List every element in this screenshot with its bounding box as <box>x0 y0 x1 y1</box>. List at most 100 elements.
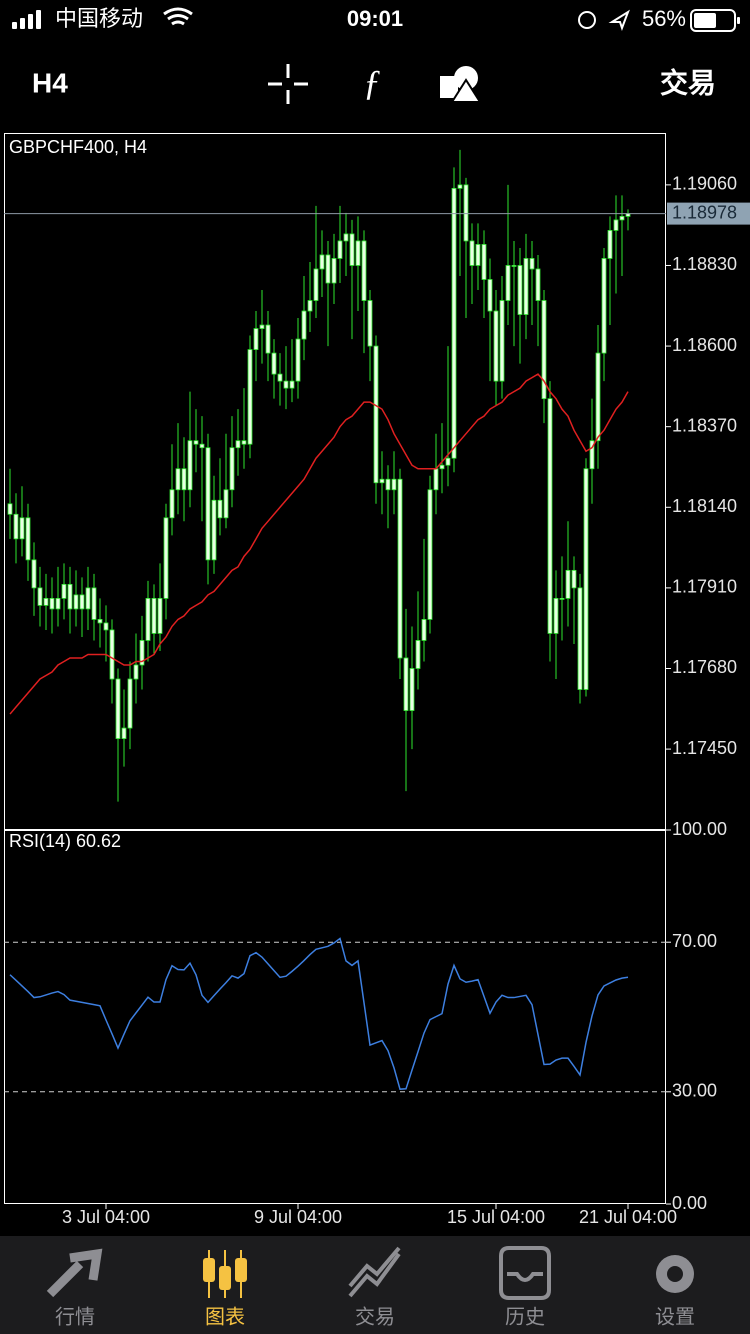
candle-body <box>499 300 505 382</box>
candle-body <box>199 443 205 449</box>
candle-body <box>169 489 175 519</box>
candle-body <box>493 310 499 382</box>
candle-body <box>367 300 373 347</box>
candle-body <box>295 338 301 382</box>
candle-body <box>517 265 523 315</box>
timeframe-button[interactable]: H4 <box>32 67 68 98</box>
indicators-button[interactable]: ƒ <box>363 62 381 102</box>
candle-body <box>127 678 133 729</box>
tab[interactable]: 行情 <box>46 1248 103 1328</box>
candle-body <box>511 265 517 267</box>
candle-body <box>307 300 313 312</box>
candle-body <box>475 244 481 266</box>
tab-icon <box>203 1258 215 1282</box>
candle-body <box>589 440 595 470</box>
candle-body <box>79 594 85 610</box>
chart-title: GBPCHF400, H4 <box>9 137 147 157</box>
wifi-icon <box>163 7 193 26</box>
candle-body <box>427 489 433 620</box>
candle-body <box>349 233 355 266</box>
candle-body <box>607 230 613 259</box>
candle-body <box>43 598 49 606</box>
y-tick-label: 100.00 <box>672 819 727 839</box>
candle-body <box>463 184 469 242</box>
candle-body <box>445 457 451 466</box>
candle-body <box>601 258 607 354</box>
candle-body <box>229 447 235 491</box>
candle-body <box>259 324 265 329</box>
x-tick-label: 15 Jul 04:00 <box>447 1207 545 1227</box>
location-icon <box>608 9 630 31</box>
objects-button[interactable] <box>440 66 482 103</box>
x-tick-label: 3 Jul 04:00 <box>62 1207 150 1227</box>
candle-body <box>361 240 367 301</box>
clock: 09:01 <box>347 6 403 31</box>
trade-button[interactable]: 交易 <box>660 66 716 98</box>
y-tick-label: 1.18140 <box>672 496 737 516</box>
candle-body <box>55 598 61 610</box>
y-tick-label: 1.17450 <box>672 738 737 758</box>
series-line <box>9 373 629 715</box>
candle-body <box>355 240 361 266</box>
candle-body <box>565 569 571 599</box>
y-tick-label: 1.17910 <box>672 577 737 597</box>
candle-body <box>553 598 559 634</box>
tab-label: 图表 <box>205 1305 245 1328</box>
candle-body <box>403 657 409 711</box>
y-tick-label: 1.18600 <box>672 335 737 355</box>
tab-bar <box>0 1236 750 1334</box>
candle-body <box>451 187 457 459</box>
candle-body <box>121 727 127 739</box>
y-tick-label: 1.19060 <box>672 174 737 194</box>
candle-body <box>529 258 535 270</box>
candle-body <box>139 640 145 666</box>
candle-body <box>19 517 25 540</box>
candle-body <box>211 499 217 561</box>
candle-body <box>583 468 589 690</box>
y-tick-label: 30.00 <box>672 1081 717 1101</box>
tab[interactable]: 交易 <box>348 1246 401 1328</box>
tab-label: 交易 <box>355 1305 395 1328</box>
tab-icon <box>348 1246 401 1298</box>
candle-body <box>481 244 487 280</box>
candle-body <box>67 583 73 610</box>
candle-body <box>265 324 271 354</box>
candle-body <box>541 300 547 400</box>
last-price-label: 1.18978 <box>672 202 737 222</box>
candle-body <box>319 254 325 270</box>
candle-body <box>193 440 199 445</box>
candle-body <box>595 352 601 442</box>
tab-label: 历史 <box>505 1305 545 1328</box>
candle-body <box>283 380 289 389</box>
candle-body <box>97 619 103 624</box>
candle-body <box>157 598 163 634</box>
plot: 1.19060 1.18830 1.18600 1.18370 1.18140 1.179… <box>4 149 750 1227</box>
candle-body <box>241 440 247 445</box>
candle-body <box>187 440 193 491</box>
candle-body <box>523 258 529 315</box>
candle-body <box>325 254 331 284</box>
signal-icon <box>12 10 41 29</box>
tab[interactable]: 设置 <box>655 1255 695 1328</box>
candle-body <box>115 678 121 739</box>
main-panel <box>4 133 666 830</box>
candle-body <box>13 513 19 540</box>
candle-body <box>421 619 427 641</box>
candle-body <box>613 219 619 231</box>
tab[interactable]: 历史 <box>499 1246 551 1328</box>
candle-body <box>163 517 169 599</box>
candle-body <box>151 598 157 634</box>
crosshair-button[interactable] <box>268 64 308 104</box>
tab[interactable]: 图表 <box>203 1250 247 1328</box>
tab-icon <box>219 1266 231 1290</box>
tab-icon <box>667 1266 683 1282</box>
y-tick-label: 1.18370 <box>672 415 737 435</box>
candle-body <box>619 216 625 221</box>
y-tick-label: 0.00 <box>672 1193 707 1213</box>
candle-body <box>73 594 79 610</box>
candle-body <box>415 640 421 669</box>
rsi-panel <box>4 830 666 1204</box>
tab-icon <box>499 1246 551 1300</box>
